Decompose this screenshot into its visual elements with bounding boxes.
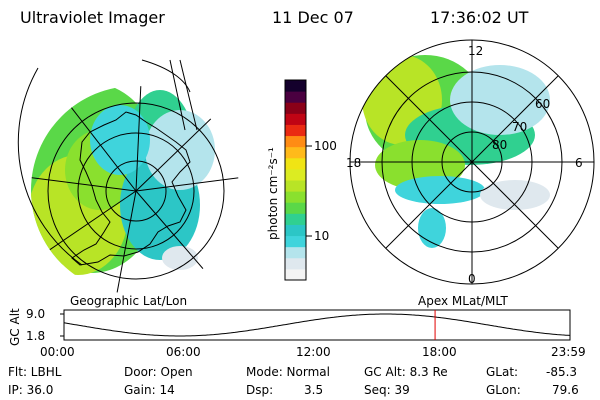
altitude-ytick-9: 9.0 [26,307,46,321]
colorbar-swatch [285,191,306,203]
colorbar [284,79,312,281]
colorbar-tick-100: 100 [314,139,337,153]
colorbar-swatch [285,202,306,214]
colorbar-swatch [285,168,306,181]
colorbar-swatch [285,224,306,237]
colorbar-swatch [285,80,306,92]
xtick-2359: 23:59 [551,345,586,359]
right-panel-label: Apex MLat/MLT [418,294,508,308]
dsp-value: 3.5 [304,383,324,397]
colorbar-swatch [285,246,306,259]
colorbar-swatch [285,213,306,225]
mlat-label-70: 70 [512,120,528,134]
glon-value: 79.6 [552,383,579,397]
colorbar-swatch [285,113,306,125]
ip-status: IP: 36.0 [8,383,54,397]
magnetic-grid [349,39,595,285]
colorbar-swatch [285,102,306,114]
gain-status: Gain: 14 [124,383,175,397]
door-status: Door: Open [124,365,193,379]
instrument-name: Ultraviolet Imager [20,8,165,27]
mlat-label-80: 80 [492,138,508,152]
colorbar-swatch [285,268,306,281]
glon-label: GLon: [486,383,521,397]
mlt-label-0: 0 [468,272,476,286]
colorbar-swatch [285,157,306,170]
mlt-label-18: 18 [346,156,362,170]
colorbar-swatch [285,257,306,270]
mlt-label-6: 6 [575,156,583,170]
colorbar-swatch [285,235,306,248]
date-label: 11 Dec 07 [272,8,354,27]
altitude-axis-label: GC Alt [8,308,22,346]
colorbar-unit-label: photon cm⁻²s⁻¹ [266,147,280,240]
colorbar-swatch [285,124,306,137]
geographic-grid [17,59,239,294]
glat-value: -85.3 [546,365,578,379]
filter-status: Flt: LBHL [8,365,62,379]
altitude-ytick-1-8: 1.8 [26,329,46,343]
mode-status: Mode: Normal [246,365,330,379]
dsp-label: Dsp: [246,383,274,397]
magnetic-image [362,55,550,248]
altitude-plot [60,309,571,341]
time-label: 17:36:02 UT [430,8,529,27]
xtick-0600: 06:00 [166,345,201,359]
colorbar-swatch [285,180,306,192]
colorbar-swatch [285,135,306,148]
left-panel-label: Geographic Lat/Lon [70,294,188,308]
mlt-label-12: 12 [468,44,484,58]
xtick-1200: 12:00 [296,345,331,359]
glat-label: GLat: [486,365,519,379]
gc-alt-status: GC Alt: 8.3 Re [364,365,448,379]
mlat-label-60: 60 [535,97,551,111]
xtick-1800: 18:00 [422,345,457,359]
xtick-0000: 00:00 [40,345,75,359]
colorbar-tick-10: 10 [314,229,330,243]
geographic-image [31,86,215,275]
seq-status: Seq: 39 [364,383,410,397]
colorbar-swatch [285,91,306,103]
colorbar-swatch [285,146,306,159]
